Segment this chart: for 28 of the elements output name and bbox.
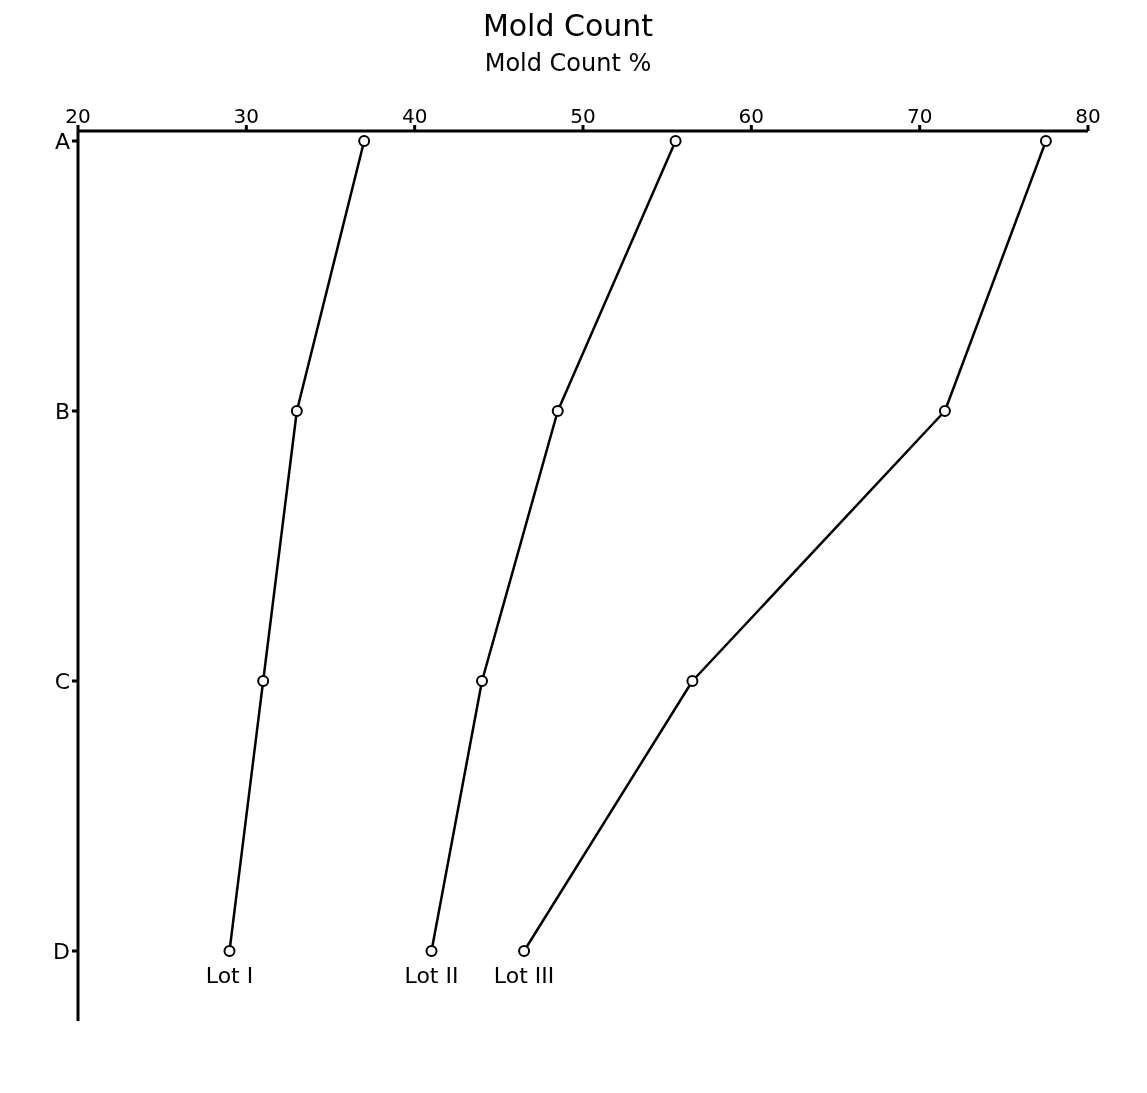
point (290, 405, 303, 417)
series-label: Lot II (404, 963, 459, 988)
point (1039, 135, 1052, 147)
point (476, 675, 488, 687)
y-tick-label: B (54, 398, 70, 424)
x-tick-label: 30 (233, 104, 260, 128)
point (358, 135, 371, 147)
y-tick-label: D (53, 938, 70, 964)
x-axis-title: Mold Count % (483, 49, 653, 77)
point (425, 945, 438, 957)
x-tick-label: 80 (1075, 104, 1101, 128)
point (223, 945, 236, 957)
series-label: Lot I (205, 963, 254, 988)
point (518, 945, 531, 957)
point (257, 675, 270, 687)
x-tick-label: 20 (65, 104, 91, 128)
point (938, 405, 951, 417)
point (686, 675, 699, 687)
x-tick-label: 50 (570, 104, 596, 128)
series-label: Lot III (493, 963, 555, 988)
x-tick-label: 70 (906, 104, 933, 128)
point (669, 135, 682, 147)
x-tick-label: 40 (401, 104, 428, 128)
x-tick-label: 60 (738, 104, 765, 128)
point (551, 405, 564, 417)
y-tick-label: A (54, 128, 70, 154)
y-tick-label: C (54, 668, 70, 694)
chart-title: Mold Count (481, 8, 655, 43)
